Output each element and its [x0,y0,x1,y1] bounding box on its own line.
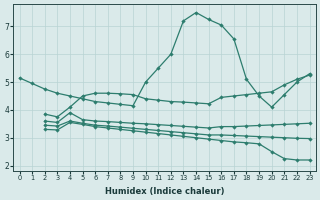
X-axis label: Humidex (Indice chaleur): Humidex (Indice chaleur) [105,187,224,196]
